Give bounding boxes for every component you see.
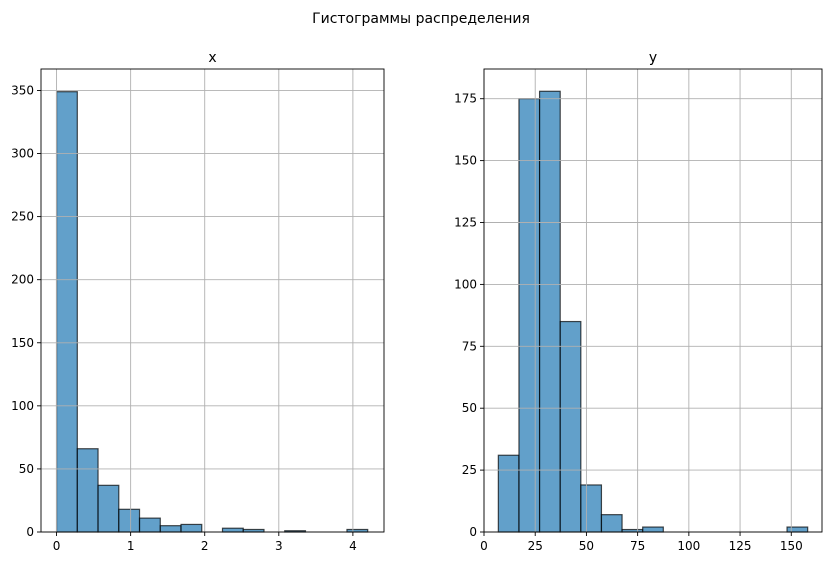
bars [497, 90, 809, 533]
histogram-bar [642, 526, 664, 533]
histogram-bar [786, 526, 809, 533]
x-tick-label: 150 [780, 539, 803, 553]
x-tick-label: 0 [480, 539, 488, 553]
histogram-y-panel: 0 25 50 75 100 125 150 0 25 50 75 100 125 150 175 y [454, 50, 823, 553]
x-tick-label: 50 [579, 539, 594, 553]
axes-frame [40, 68, 385, 533]
figure-title: Гистограммы распределения [312, 11, 530, 27]
histogram-bar [180, 523, 203, 533]
y-tick-label: 50 [462, 401, 477, 415]
histogram-bar [600, 514, 623, 533]
x-tick-label: 25 [528, 539, 543, 553]
x-tick-label: 2 [201, 539, 209, 553]
histogram-bar [580, 484, 603, 533]
y-tick-label: 150 [454, 154, 477, 168]
y-tick-label: 100 [454, 277, 477, 291]
histogram-bar [538, 90, 561, 533]
x-tick-label: 125 [729, 539, 752, 553]
histogram-bar [497, 454, 520, 533]
histogram-bar [76, 448, 99, 533]
histogram-bar [221, 527, 244, 533]
histogram-bar [159, 525, 182, 533]
histogram-bar [518, 98, 541, 533]
x-tick-label: 0 [53, 539, 61, 553]
histogram-bar [559, 320, 582, 533]
histogram-bar [118, 508, 141, 533]
y-tick-label: 150 [11, 336, 34, 350]
histogram-bar [97, 484, 120, 533]
y-tick-label: 300 [11, 147, 34, 161]
y-tick-label: 175 [454, 92, 477, 106]
histogram-bar [138, 517, 161, 533]
y-tick-label: 25 [462, 463, 477, 477]
x-tick-label: 1 [127, 539, 135, 553]
x-tick-label: 3 [275, 539, 283, 553]
axes-frame [483, 68, 823, 533]
y-tick-label: 0 [469, 525, 477, 539]
bars [55, 91, 369, 533]
y-tick-label: 125 [454, 216, 477, 230]
x-tick-label: 100 [677, 539, 700, 553]
axes-title: y [649, 50, 657, 66]
axes-title: x [208, 50, 216, 66]
y-tick-label: 0 [26, 525, 34, 539]
x-tick-label: 75 [630, 539, 645, 553]
y-tick-label: 50 [19, 462, 34, 476]
histogram-bar [55, 91, 78, 533]
x-tick-label: 4 [349, 539, 357, 553]
y-tick-label: 250 [11, 210, 34, 224]
y-tick-label: 200 [11, 273, 34, 287]
histogram-x-panel: 0 1 2 3 4 0 50 100 150 200 250 300 350 x [11, 50, 385, 553]
y-tick-label: 75 [462, 339, 477, 353]
y-tick-label: 350 [11, 83, 34, 97]
y-tick-label: 100 [11, 399, 34, 413]
